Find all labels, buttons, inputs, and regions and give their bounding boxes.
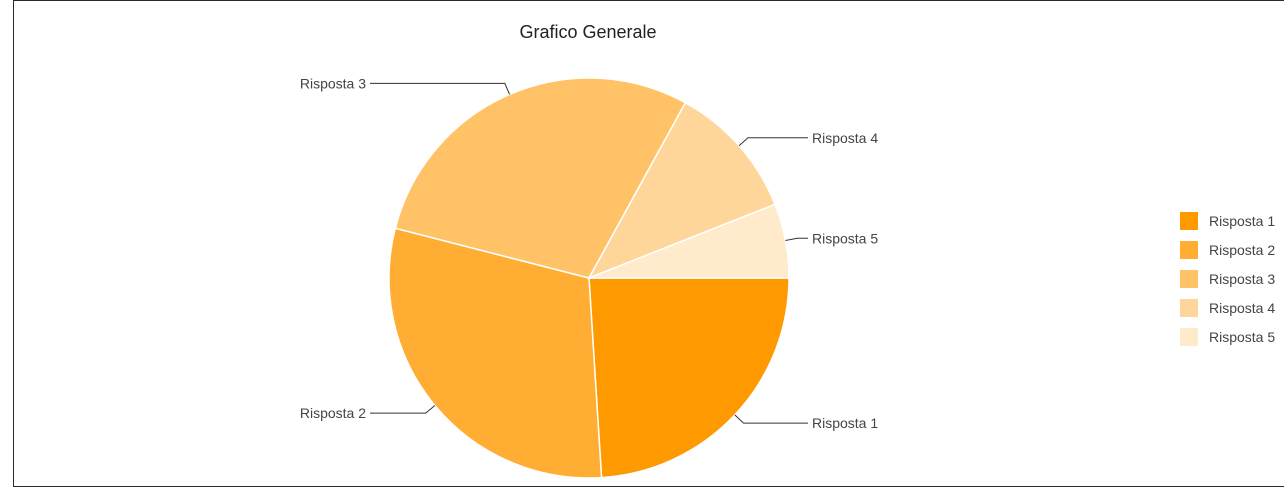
slice-label-risposta-4: Risposta 4 [812,130,878,146]
legend-label: Risposta 2 [1209,241,1276,258]
callout-line-risposta-2 [370,405,436,414]
legend-item-risposta-2: Risposta 2 [1180,235,1275,264]
slice-label-risposta-2: Risposta 2 [300,405,366,421]
legend-swatch [1180,240,1198,259]
callout-line-risposta-4 [738,137,808,147]
legend-label: Risposta 5 [1209,328,1276,345]
slice-label-risposta-1: Risposta 1 [812,415,878,431]
chart-title: Grafico Generale [519,22,657,42]
legend-swatch [1180,327,1198,346]
legend-item-risposta-3: Risposta 3 [1180,264,1275,293]
pie-slice-risposta-3 [394,77,687,279]
chart-frame [13,0,1284,487]
pie-slice-risposta-2 [388,227,603,479]
legend-label: Risposta 4 [1209,299,1276,316]
legend-label: Risposta 3 [1209,270,1276,287]
pie-slice-risposta-4 [587,101,776,280]
pie-slice-risposta-5 [588,203,790,279]
legend-item-risposta-5: Risposta 5 [1180,322,1275,351]
callout-line-risposta-3 [370,82,511,95]
slice-label-risposta-5: Risposta 5 [812,230,878,246]
legend-swatch [1180,211,1198,230]
legend-swatch [1180,269,1198,288]
callout-line-risposta-5 [785,237,808,242]
slice-label-risposta-3: Risposta 3 [300,75,366,91]
legend: Risposta 1 Risposta 2 Risposta 3 Risposta 4… [1180,206,1275,351]
pie-slice-risposta-1 [588,277,790,479]
legend-item-risposta-1: Risposta 1 [1180,206,1275,235]
legend-swatch [1180,298,1198,317]
legend-item-risposta-4: Risposta 4 [1180,293,1275,322]
callout-line-risposta-1 [734,414,808,424]
legend-label: Risposta 1 [1209,212,1276,229]
